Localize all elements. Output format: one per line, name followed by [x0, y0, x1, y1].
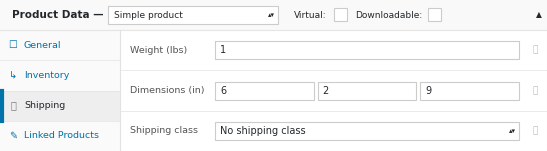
Text: ☐: ☐: [9, 40, 18, 50]
Text: ⓘ: ⓘ: [532, 126, 538, 135]
Text: 9: 9: [426, 85, 432, 95]
FancyBboxPatch shape: [428, 8, 441, 21]
FancyBboxPatch shape: [318, 82, 416, 100]
FancyBboxPatch shape: [420, 82, 519, 100]
Text: Inventory: Inventory: [24, 71, 69, 80]
FancyBboxPatch shape: [215, 82, 313, 100]
Text: Product Data —: Product Data —: [12, 10, 103, 20]
Text: ⓘ: ⓘ: [532, 46, 538, 55]
FancyBboxPatch shape: [0, 90, 120, 121]
Text: 1: 1: [220, 45, 226, 55]
Text: 6: 6: [220, 85, 226, 95]
Text: Downloadable:: Downloadable:: [355, 11, 422, 19]
Text: ✎: ✎: [9, 131, 17, 141]
Text: Simple product: Simple product: [114, 11, 183, 19]
Text: ▴▾: ▴▾: [267, 12, 275, 18]
FancyBboxPatch shape: [215, 122, 519, 140]
FancyBboxPatch shape: [334, 8, 347, 21]
Text: ⎕: ⎕: [10, 101, 16, 111]
Text: Shipping: Shipping: [24, 101, 65, 110]
Text: Dimensions (in): Dimensions (in): [130, 86, 205, 95]
FancyBboxPatch shape: [215, 41, 519, 59]
Text: General: General: [24, 41, 61, 50]
Text: Weight (lbs): Weight (lbs): [130, 46, 187, 55]
Text: Virtual:: Virtual:: [294, 11, 327, 19]
Text: ▴▾: ▴▾: [509, 128, 515, 134]
Text: ↳: ↳: [9, 70, 17, 80]
Text: Linked Products: Linked Products: [24, 131, 99, 140]
FancyBboxPatch shape: [0, 30, 120, 151]
Text: ▲: ▲: [536, 11, 542, 19]
Text: No shipping class: No shipping class: [220, 126, 306, 136]
Text: Shipping class: Shipping class: [130, 126, 198, 135]
FancyBboxPatch shape: [0, 0, 547, 30]
Text: 2: 2: [323, 85, 329, 95]
FancyBboxPatch shape: [108, 6, 278, 24]
Text: ⓘ: ⓘ: [532, 86, 538, 95]
